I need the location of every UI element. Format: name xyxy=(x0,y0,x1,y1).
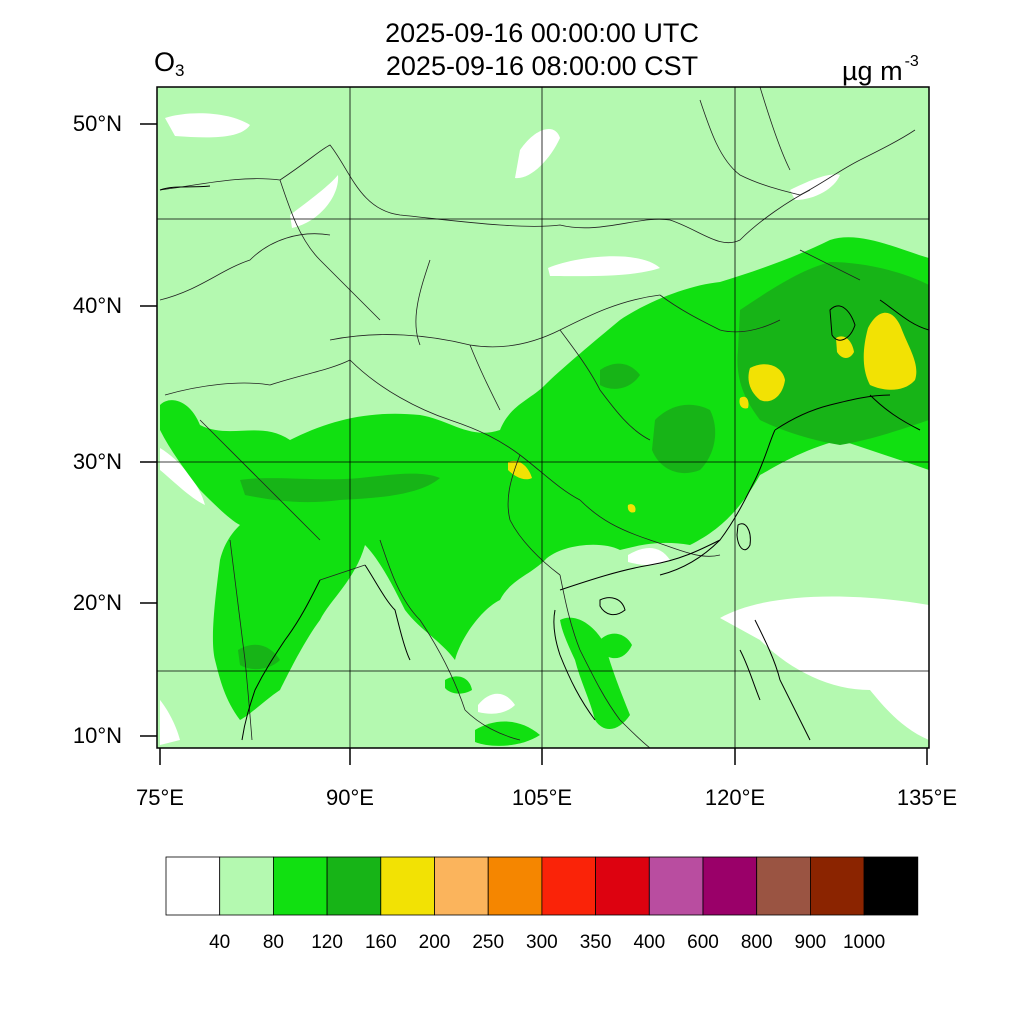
colorbar-label: 80 xyxy=(262,932,284,953)
concentration-field xyxy=(157,87,929,748)
colorbar-label: 160 xyxy=(364,932,397,953)
lon-label-105e: 105°E xyxy=(511,785,573,810)
colorbar-label: 250 xyxy=(472,932,505,953)
title-cst: 2025-09-16 08:00:00 CST xyxy=(385,51,699,81)
colorbar-label: 350 xyxy=(579,932,612,953)
species-label: O3 xyxy=(154,46,184,87)
lon-label-90e: 90°E xyxy=(326,785,374,810)
colorbar-box xyxy=(272,856,328,916)
colorbar-label: 1000 xyxy=(842,932,886,953)
lon-label-75e: 75°E xyxy=(136,785,184,810)
colorbar-label: 600 xyxy=(687,932,719,953)
field-120-160 xyxy=(238,262,929,670)
colorbar-box xyxy=(648,856,704,916)
lat-label-20n: 20°N xyxy=(72,590,122,615)
unit-label: µg m -3 xyxy=(842,46,919,87)
colorbar-label: 800 xyxy=(740,932,773,953)
unit-text: µg m xyxy=(842,56,903,86)
lon-label-120e: 120°E xyxy=(704,785,766,810)
lat-label-50n: 50°N xyxy=(72,111,122,136)
colorbar-box xyxy=(434,856,489,916)
title-utc: 2025-09-16 00:00:00 UTC xyxy=(385,18,699,48)
colorbar-box xyxy=(595,856,650,916)
colorbar-label: 200 xyxy=(418,932,451,953)
colorbar-boxes xyxy=(165,856,919,916)
unit-exponent: -3 xyxy=(904,53,919,70)
field-160-200 xyxy=(508,312,917,513)
colorbar-box xyxy=(326,856,382,916)
map-frame xyxy=(156,86,930,749)
colorbar-label: 40 xyxy=(209,932,231,953)
colorbar-box xyxy=(380,856,435,916)
colorbar-box xyxy=(219,856,274,916)
field-80-120 xyxy=(160,237,929,746)
colorbar-box xyxy=(487,856,543,916)
lat-label-40n: 40°N xyxy=(72,293,122,318)
colorbar-label: 120 xyxy=(311,932,343,953)
colorbar-box xyxy=(810,856,865,916)
colorbar-box xyxy=(756,856,811,916)
colorbar-box xyxy=(165,856,221,916)
colorbar-box xyxy=(541,856,597,916)
lat-label-30n: 30°N xyxy=(72,449,122,474)
colorbar-label: 300 xyxy=(526,932,558,953)
lon-label-135e: 135°E xyxy=(896,785,958,810)
lat-label-10n: 10°N xyxy=(72,723,122,748)
colorbar-label: 400 xyxy=(633,932,666,953)
species-symbol: O xyxy=(154,47,176,77)
colorbar-box xyxy=(702,856,758,916)
grid-lines xyxy=(157,87,929,748)
tick-marks xyxy=(140,123,928,765)
species-subscript: 3 xyxy=(175,61,185,80)
colorbar-label: 900 xyxy=(794,932,827,953)
coastlines xyxy=(159,185,929,741)
colorbar-box xyxy=(863,856,919,916)
